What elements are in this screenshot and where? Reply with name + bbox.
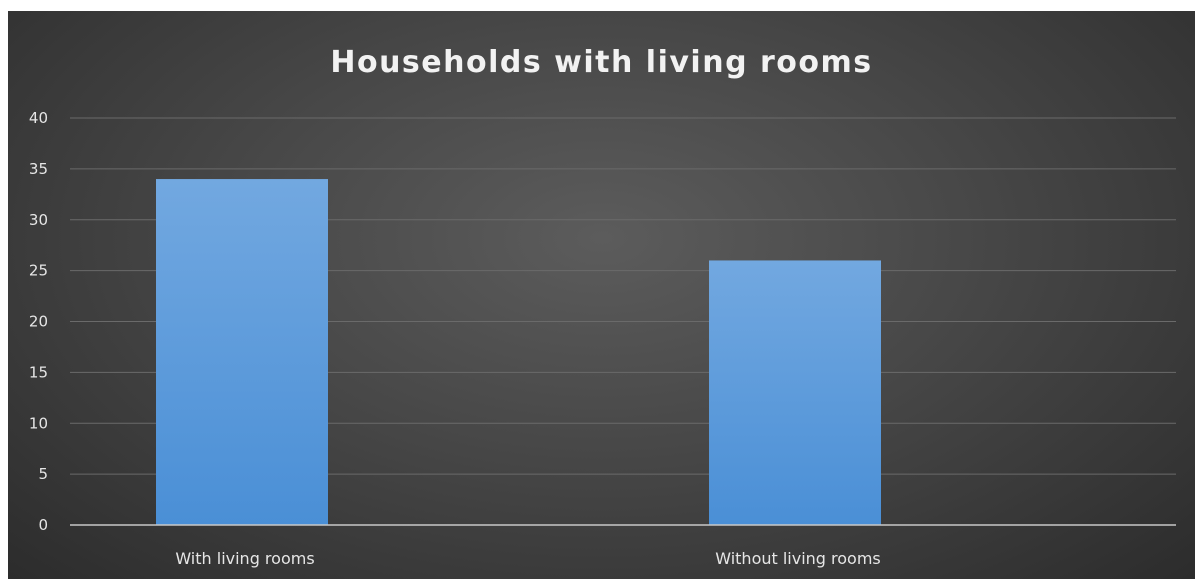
- bars: [156, 179, 881, 526]
- y-tick-label: 5: [38, 465, 48, 483]
- y-tick-label: 20: [29, 313, 48, 331]
- plot-area: 0 5 10 15 20 25 30 35 40 With living rooms Without…: [29, 109, 1176, 568]
- x-category-label: Without living rooms: [715, 549, 881, 568]
- y-tick-label: 30: [29, 211, 48, 229]
- bar-0: [156, 179, 328, 526]
- bar-1: [709, 260, 881, 525]
- x-category-label: With living rooms: [175, 549, 314, 568]
- y-tick-label: 35: [29, 160, 48, 178]
- chart-area: Households with living rooms 0 5 10 15 20 25 3…: [8, 11, 1195, 579]
- y-tick-label: 15: [29, 363, 48, 381]
- labels: 0 5 10 15 20 25 30 35 40 With living rooms Without…: [29, 109, 881, 568]
- y-tick-label: 40: [29, 109, 48, 127]
- y-tick-label: 0: [38, 516, 48, 534]
- y-tick-label: 10: [29, 414, 48, 432]
- chart-title: Households with living rooms: [330, 45, 873, 80]
- y-tick-label: 25: [29, 262, 48, 280]
